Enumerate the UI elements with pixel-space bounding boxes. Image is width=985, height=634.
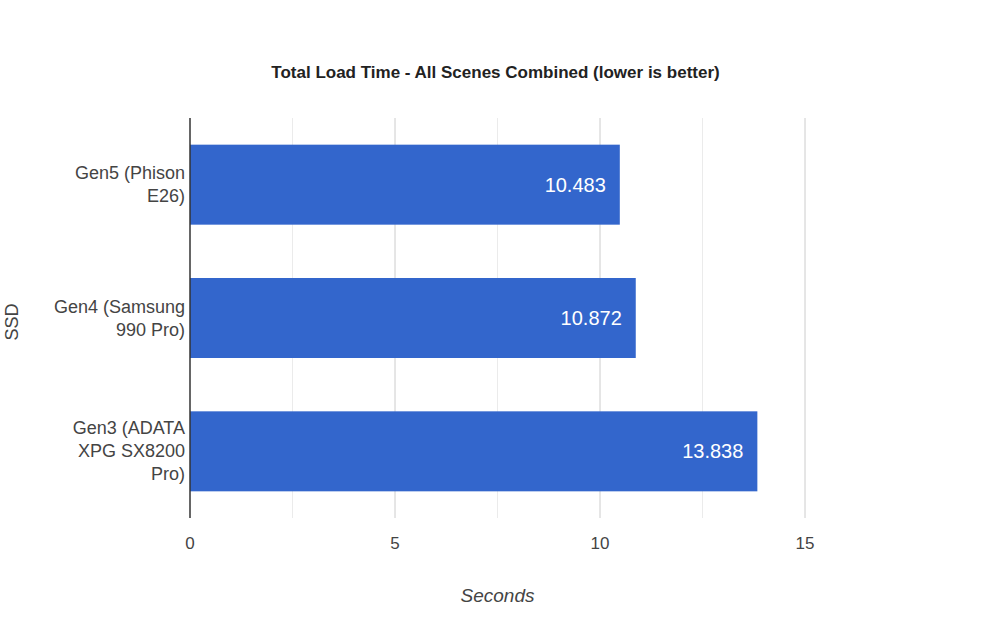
labels: 10.483 Gen5 (Phison E26) 10.872 Gen4 (Samsun… bbox=[54, 163, 743, 484]
x-tick-label: 0 bbox=[185, 534, 194, 553]
bar bbox=[190, 411, 757, 491]
category-label: Gen5 (Phison E26) bbox=[75, 163, 185, 206]
background bbox=[0, 0, 985, 634]
chart-container: Total Load Time - All Scenes Combined (l… bbox=[0, 0, 985, 634]
bars bbox=[190, 145, 757, 492]
y-axis-title: SSD bbox=[2, 303, 22, 340]
category-label-line: Gen5 (Phison bbox=[75, 163, 185, 183]
data-label: 13.838 bbox=[682, 440, 743, 462]
category-label-line: Gen3 (ADATA bbox=[73, 418, 185, 438]
category-label-line: Pro) bbox=[151, 464, 185, 484]
category-label-line: XPG SX8200 bbox=[78, 441, 185, 461]
axis-line bbox=[189, 118, 191, 518]
x-axis-title: Seconds bbox=[461, 585, 535, 606]
category-label-line: E26) bbox=[147, 186, 185, 206]
chart-title: Total Load Time - All Scenes Combined (l… bbox=[271, 63, 719, 82]
category-label: Gen4 (Samsung 990 Pro) bbox=[54, 297, 185, 340]
x-tick-label: 5 bbox=[390, 534, 399, 553]
category-label-line: Gen4 (Samsung bbox=[54, 297, 185, 317]
category-label-line: 990 Pro) bbox=[116, 320, 185, 340]
value-axis-range bbox=[190, 518, 805, 519]
x-tick-label: 15 bbox=[796, 534, 815, 553]
chart-svg: Total Load Time - All Scenes Combined (l… bbox=[0, 0, 985, 634]
data-label: 10.483 bbox=[545, 174, 606, 196]
bar bbox=[190, 145, 620, 225]
x-tick-label: 10 bbox=[591, 534, 610, 553]
category-label: Gen3 (ADATA XPG SX8200 Pro) bbox=[73, 418, 185, 484]
data-label: 10.872 bbox=[561, 307, 622, 329]
bar bbox=[190, 278, 636, 358]
grid-line bbox=[805, 118, 806, 518]
